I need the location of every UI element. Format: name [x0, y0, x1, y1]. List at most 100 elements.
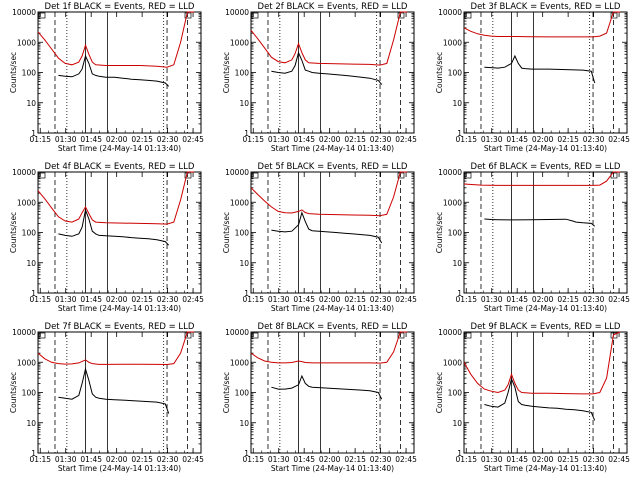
- y-axis-label: Counts/sec: [435, 212, 444, 253]
- corner-box-left: [464, 12, 472, 19]
- corner-box-left: [251, 332, 259, 339]
- x-tick-label: 02:45: [395, 455, 417, 464]
- lld-series-line: [37, 171, 195, 225]
- plot-frame: [37, 171, 202, 294]
- y-tick-label: 100: [235, 229, 250, 238]
- x-tick-label: 02:45: [608, 295, 630, 304]
- panel-1: Det 1f BLACK = Events, RED = LLD 1 10 100 10…: [9, 2, 204, 153]
- x-tick-label: 02:15: [131, 135, 153, 144]
- lld-series-line: [463, 11, 621, 38]
- x-tick-label: 01:15: [242, 455, 264, 464]
- x-tick-label: 02:15: [557, 295, 579, 304]
- plot-frame: [250, 331, 415, 454]
- x-tick-label: 02:00: [532, 295, 554, 304]
- x-tick-label: 02:15: [557, 135, 579, 144]
- x-tick-label: 01:45: [80, 295, 102, 304]
- y-tick-label: 100: [22, 389, 37, 398]
- x-tick-label: 01:45: [506, 455, 528, 464]
- x-tick-label: 02:15: [344, 295, 366, 304]
- panel-9: Det 9f BLACK = Events, RED = LLD 1 10 100 10…: [435, 322, 630, 473]
- x-tick-label: 02:30: [157, 135, 179, 144]
- y-tick-label: 1000: [443, 198, 462, 207]
- lld-series-line: [250, 331, 408, 364]
- y-tick-label: 1000: [17, 38, 36, 47]
- x-tick-label: 01:30: [55, 455, 77, 464]
- x-tick-label: 02:45: [182, 135, 204, 144]
- corner-box-left: [38, 172, 46, 179]
- events-series-line: [271, 51, 383, 85]
- y-tick-label: 10: [452, 419, 462, 428]
- x-tick-label: 01:45: [506, 295, 528, 304]
- y-tick-label: 1000: [17, 358, 36, 367]
- events-series-line: [58, 367, 170, 414]
- x-tick-label: 02:30: [370, 135, 392, 144]
- y-axis-label: Counts/sec: [9, 372, 18, 413]
- y-tick-label: 100: [22, 69, 37, 78]
- corner-box-right: [397, 12, 405, 19]
- x-tick-label: 02:00: [106, 135, 128, 144]
- panel-5: Det 5f BLACK = Events, RED = LLD 1 10 100 10…: [222, 162, 417, 313]
- events-series-line: [271, 374, 383, 400]
- y-tick-label: 1: [31, 449, 36, 458]
- corner-box-left: [38, 332, 46, 339]
- x-tick-label: 01:15: [455, 295, 477, 304]
- x-tick-label: 02:30: [370, 455, 392, 464]
- corner-box-left: [464, 332, 472, 339]
- y-tick-label: 10000: [225, 168, 249, 177]
- events-series-line: [58, 54, 170, 87]
- y-tick-label: 10: [26, 419, 36, 428]
- y-tick-label: 10000: [438, 328, 462, 337]
- x-tick-label: 02:30: [157, 455, 179, 464]
- y-tick-label: 1000: [443, 38, 462, 47]
- x-axis-label: Start Time (24-May-14 01:13:40): [58, 464, 181, 473]
- x-tick-label: 01:30: [268, 295, 290, 304]
- events-series-line: [484, 54, 596, 84]
- panel-title: Det 7f BLACK = Events, RED = LLD: [45, 322, 195, 332]
- x-tick-label: 02:45: [608, 455, 630, 464]
- y-tick-label: 1000: [17, 198, 36, 207]
- panel-7: Det 7f BLACK = Events, RED = LLD 1 10 100 10…: [9, 322, 204, 473]
- x-tick-label: 02:00: [532, 135, 554, 144]
- y-tick-label: 1000: [230, 358, 249, 367]
- corner-box-left: [38, 12, 46, 19]
- x-tick-label: 01:30: [55, 135, 77, 144]
- lld-series-line: [463, 171, 621, 186]
- y-tick-label: 1: [244, 289, 249, 298]
- corner-box-right: [610, 12, 618, 19]
- lld-series-line: [37, 11, 195, 68]
- x-tick-label: 01:45: [80, 455, 102, 464]
- x-tick-label: 01:30: [481, 295, 503, 304]
- panel-4: Det 4f BLACK = Events, RED = LLD 1 10 100 10…: [9, 162, 204, 313]
- panel-6: Det 6f BLACK = Events, RED = LLD 1 10 100 10…: [435, 162, 630, 313]
- y-tick-label: 10000: [225, 8, 249, 17]
- x-tick-label: 01:15: [455, 135, 477, 144]
- y-tick-label: 10: [452, 99, 462, 108]
- corner-box-right: [610, 332, 618, 339]
- x-tick-label: 02:15: [344, 135, 366, 144]
- x-tick-label: 01:45: [506, 135, 528, 144]
- plot-frame: [250, 11, 415, 134]
- y-tick-label: 100: [22, 229, 37, 238]
- x-tick-label: 01:15: [242, 135, 264, 144]
- x-tick-label: 02:00: [106, 295, 128, 304]
- x-axis-label: Start Time (24-May-14 01:13:40): [271, 144, 394, 153]
- y-tick-label: 10000: [12, 168, 36, 177]
- y-tick-label: 100: [448, 229, 463, 238]
- panel-title: Det 6f BLACK = Events, RED = LLD: [471, 162, 621, 172]
- y-tick-label: 10: [239, 419, 249, 428]
- lld-series-line: [37, 331, 195, 366]
- x-tick-label: 01:30: [268, 135, 290, 144]
- x-axis-label: Start Time (24-May-14 01:13:40): [484, 144, 607, 153]
- y-tick-label: 1: [457, 449, 462, 458]
- x-tick-label: 02:30: [583, 135, 605, 144]
- x-tick-label: 01:30: [268, 455, 290, 464]
- events-series-line: [58, 208, 170, 246]
- corner-box-left: [251, 12, 259, 19]
- x-tick-label: 02:30: [157, 295, 179, 304]
- x-tick-label: 02:15: [131, 295, 153, 304]
- y-tick-label: 100: [235, 69, 250, 78]
- y-tick-label: 1: [457, 129, 462, 138]
- plot-frame: [37, 11, 202, 134]
